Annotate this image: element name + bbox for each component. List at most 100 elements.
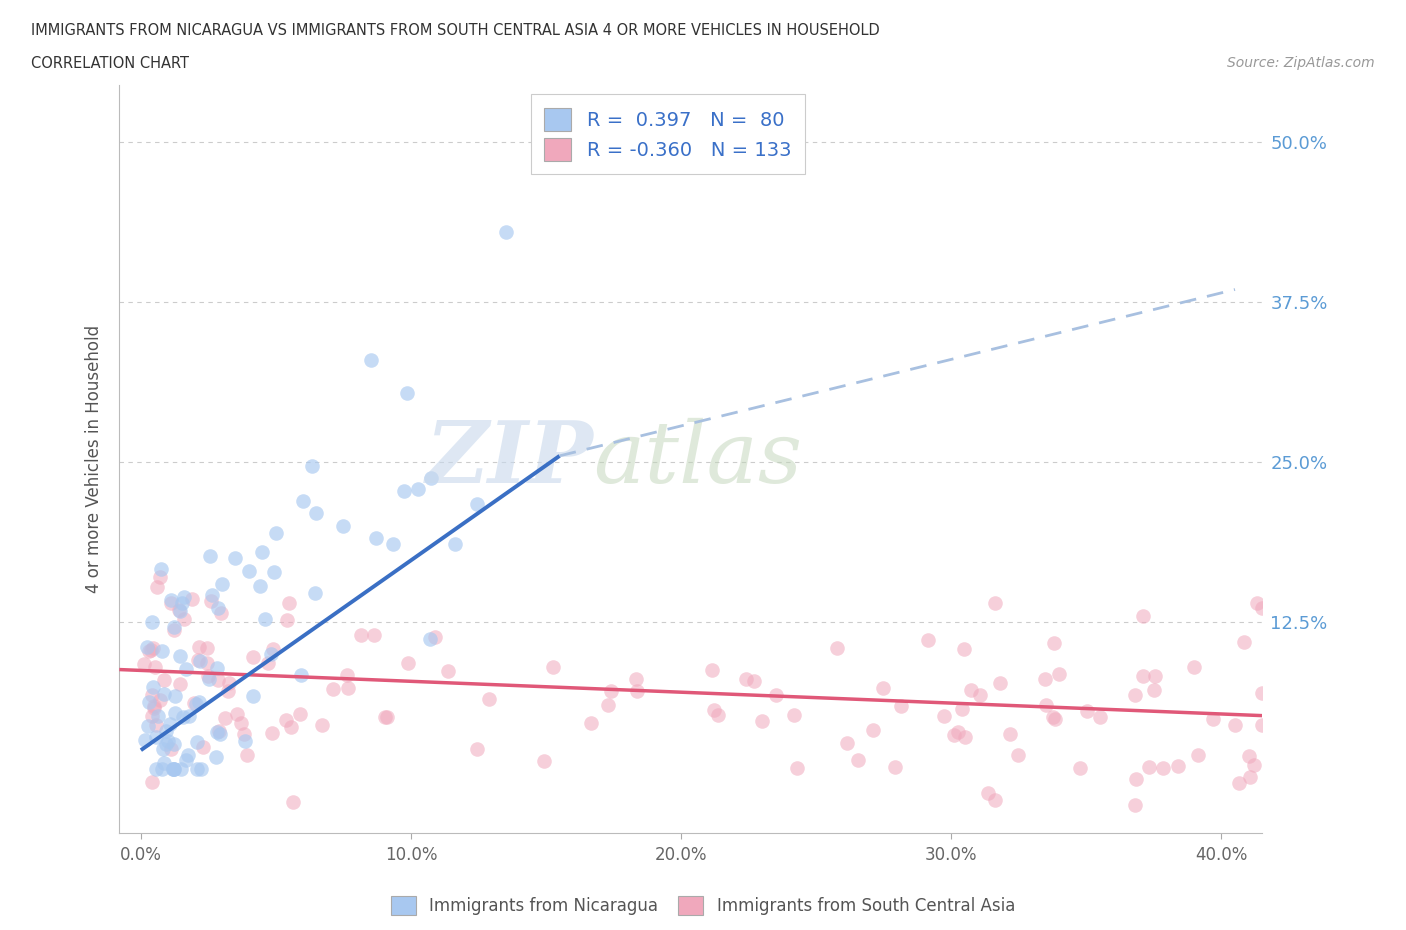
Point (706, 708, 728, 723)
Point (262, 642, 284, 657)
Point (177, 709, 200, 724)
Point (1246, 595, 1268, 610)
Point (160, 592, 183, 607)
Point (236, 748, 259, 763)
Point (205, 724, 228, 739)
Point (276, 712, 298, 727)
Point (420, 471, 443, 485)
Point (156, 733, 179, 748)
Point (149, 562, 172, 577)
Point (170, 762, 193, 777)
Point (195, 641, 218, 656)
Point (152, 762, 174, 777)
Point (1132, 668, 1154, 683)
Point (786, 761, 808, 776)
Point (132, 657, 155, 671)
Point (149, 570, 172, 585)
Point (207, 601, 229, 616)
Point (1143, 682, 1166, 697)
Point (211, 577, 233, 591)
Point (176, 748, 198, 763)
Point (624, 671, 647, 686)
Point (209, 605, 232, 620)
Point (1069, 761, 1091, 776)
Point (153, 686, 176, 701)
Point (264, 525, 287, 540)
Point (200, 594, 222, 609)
Point (169, 604, 191, 618)
Point (465, 497, 488, 512)
Point (146, 579, 169, 594)
Point (984, 595, 1007, 610)
Point (872, 681, 894, 696)
Point (1223, 718, 1246, 733)
Point (600, 684, 623, 698)
Point (465, 742, 488, 757)
Point (145, 730, 167, 745)
Text: atlas: atlas (593, 418, 803, 500)
Point (217, 684, 239, 698)
Point (280, 720, 302, 735)
Point (187, 653, 209, 668)
Point (1251, 601, 1274, 616)
Point (890, 699, 912, 714)
Point (226, 707, 249, 722)
Point (169, 677, 191, 692)
Point (825, 640, 848, 655)
Point (145, 762, 167, 777)
Point (229, 715, 252, 730)
Point (835, 736, 858, 751)
Point (862, 723, 884, 737)
Point (533, 754, 555, 769)
Point (288, 707, 311, 722)
Point (478, 691, 501, 706)
Point (1251, 685, 1274, 700)
Point (152, 741, 174, 756)
Point (311, 718, 333, 733)
Point (155, 724, 177, 738)
Point (218, 676, 240, 691)
Point (392, 484, 415, 498)
Point (305, 506, 328, 521)
Point (249, 578, 271, 593)
Point (260, 646, 283, 661)
Point (1042, 710, 1064, 724)
Point (205, 750, 228, 764)
Point (233, 726, 256, 741)
Y-axis label: 4 or more Vehicles in Household: 4 or more Vehicles in Household (86, 325, 103, 593)
Point (1233, 634, 1256, 649)
Point (187, 640, 209, 655)
Legend: R =  0.397   N =  80, R = -0.360   N = 133: R = 0.397 N = 80, R = -0.360 N = 133 (530, 95, 806, 175)
Point (703, 702, 725, 717)
Point (988, 675, 1011, 690)
Point (277, 595, 299, 610)
Point (700, 663, 723, 678)
Point (336, 667, 359, 682)
Point (201, 588, 224, 603)
Point (214, 711, 236, 725)
Point (172, 595, 194, 610)
Point (141, 615, 163, 630)
Legend: Immigrants from Nicaragua, Immigrants from South Central Asia: Immigrants from Nicaragua, Immigrants fr… (384, 890, 1022, 922)
Point (1239, 769, 1261, 784)
Point (1227, 775, 1250, 790)
Point (332, 519, 354, 534)
Point (953, 642, 976, 657)
Point (969, 688, 991, 703)
Point (406, 482, 429, 497)
Point (163, 762, 186, 777)
Point (163, 762, 186, 777)
Point (136, 718, 159, 733)
Point (1152, 760, 1174, 775)
Point (152, 755, 174, 770)
Point (162, 620, 184, 635)
Point (984, 793, 1007, 808)
Point (173, 612, 195, 627)
Point (143, 698, 166, 713)
Point (209, 726, 232, 741)
Point (1123, 798, 1146, 813)
Point (917, 632, 939, 647)
Point (163, 689, 186, 704)
Point (242, 688, 264, 703)
Point (146, 709, 169, 724)
